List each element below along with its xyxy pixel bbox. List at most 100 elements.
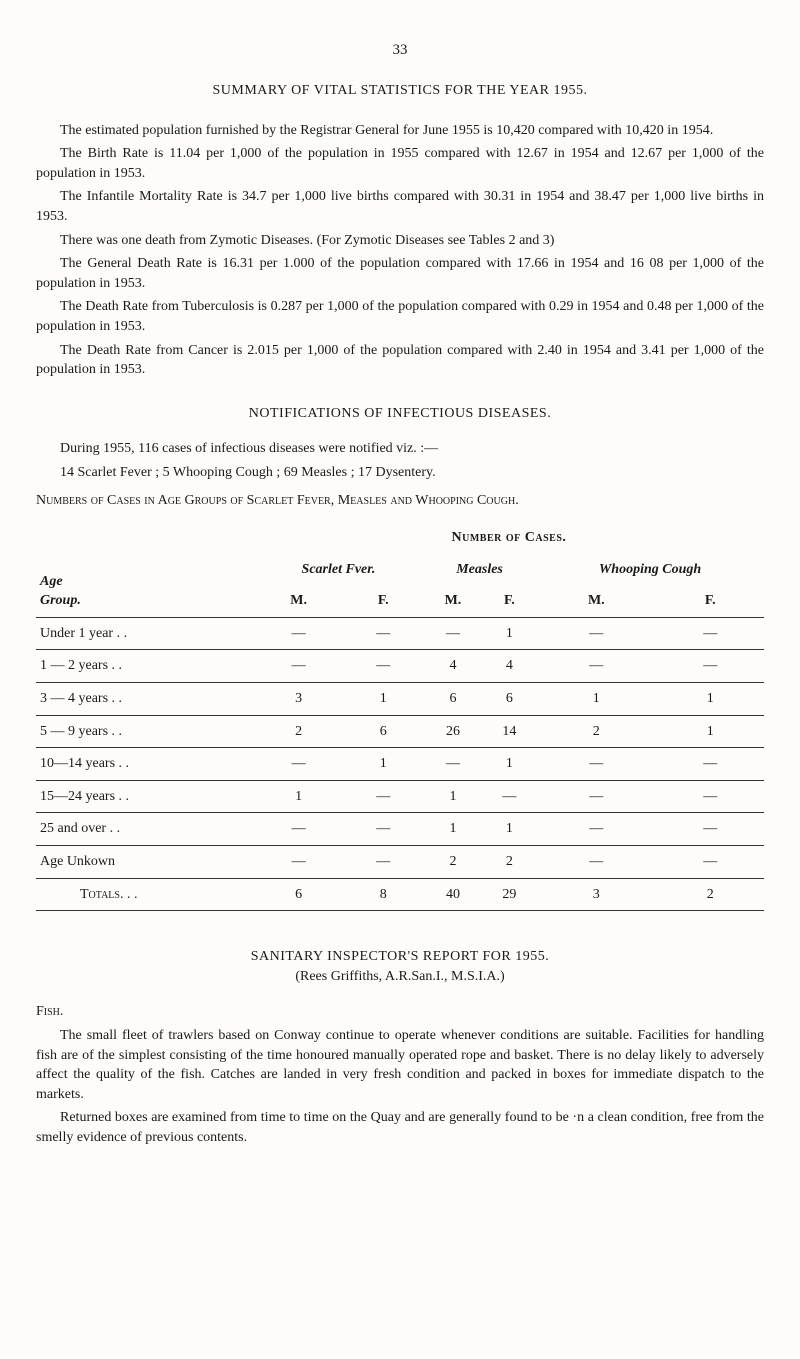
cell: 4: [423, 650, 483, 683]
cell: 26: [423, 715, 483, 748]
cell: —: [343, 846, 423, 879]
cell: —: [536, 617, 657, 650]
age-label: Age: [40, 572, 250, 592]
cell: 2: [536, 715, 657, 748]
colgroup-whooping: Whooping Cough: [536, 554, 764, 586]
totals-c2: 40: [423, 878, 483, 911]
cell: —: [536, 780, 657, 813]
fish-p1: The small fleet of trawlers based on Con…: [36, 1026, 764, 1104]
notifications-line1: During 1955, 116 cases of infectious dis…: [36, 439, 764, 459]
totals-label: Totals. . .: [36, 878, 254, 911]
cell: —: [343, 780, 423, 813]
cell: 1: [483, 617, 536, 650]
summary-p1: The estimated population furnished by th…: [36, 121, 764, 141]
totals-row: Totals. . . 6 8 40 29 3 2: [36, 878, 764, 911]
table-row: 25 and over . .——11——: [36, 813, 764, 846]
cell: —: [254, 748, 343, 781]
page-number: 33: [36, 40, 764, 61]
cell: 2: [423, 846, 483, 879]
cell: 6: [423, 683, 483, 716]
cell: —: [343, 617, 423, 650]
table-row: 1 — 2 years . .——44——: [36, 650, 764, 683]
subcol-2: M.: [423, 585, 483, 617]
totals-c4: 3: [536, 878, 657, 911]
super-header: Number of Cases.: [254, 522, 764, 554]
cell: 1: [423, 813, 483, 846]
fish-p2: Returned boxes are examined from time to…: [36, 1108, 764, 1147]
cell: —: [254, 813, 343, 846]
cell: 1: [483, 813, 536, 846]
cell: —: [657, 813, 764, 846]
summary-p4: There was one death from Zymotic Disease…: [36, 231, 764, 251]
totals-c5: 2: [657, 878, 764, 911]
subcol-5: F.: [657, 585, 764, 617]
cell: 1: [254, 780, 343, 813]
cell: —: [254, 650, 343, 683]
cell: 6: [343, 715, 423, 748]
summary-p3: The Infantile Mortality Rate is 34.7 per…: [36, 187, 764, 226]
summary-p2: The Birth Rate is 11.04 per 1,000 of the…: [36, 144, 764, 183]
cell: —: [536, 748, 657, 781]
row-label: 5 — 9 years . .: [36, 715, 254, 748]
summary-p6: The Death Rate from Tuberculosis is 0.28…: [36, 297, 764, 336]
cell: —: [657, 780, 764, 813]
cell: 1: [483, 748, 536, 781]
group-label: Group.: [40, 591, 250, 611]
sanitary-subtitle: (Rees Griffiths, A.R.San.I., M.S.I.A.): [36, 967, 764, 987]
cell: 1: [343, 683, 423, 716]
cell: —: [536, 650, 657, 683]
table-row: Age Unkown——22——: [36, 846, 764, 879]
cell: 1: [536, 683, 657, 716]
cell: 3: [254, 683, 343, 716]
sanitary-title: SANITARY INSPECTOR'S REPORT FOR 1955.: [36, 947, 764, 967]
row-label: Under 1 year . .: [36, 617, 254, 650]
totals-c0: 6: [254, 878, 343, 911]
summary-p7: The Death Rate from Cancer is 2.015 per …: [36, 341, 764, 380]
cell: —: [483, 780, 536, 813]
cell: 1: [343, 748, 423, 781]
cell: —: [657, 846, 764, 879]
cell: 2: [483, 846, 536, 879]
row-label: 25 and over . .: [36, 813, 254, 846]
row-label: 1 — 2 years . .: [36, 650, 254, 683]
row-label: Age Unkown: [36, 846, 254, 879]
cell: —: [657, 650, 764, 683]
cell: —: [423, 748, 483, 781]
subcol-0: M.: [254, 585, 343, 617]
cell: —: [343, 813, 423, 846]
cell: —: [657, 617, 764, 650]
cell: 6: [483, 683, 536, 716]
subcol-4: M.: [536, 585, 657, 617]
subcol-3: F.: [483, 585, 536, 617]
cell: 2: [254, 715, 343, 748]
cell: 14: [483, 715, 536, 748]
colgroup-measles: Measles: [423, 554, 536, 586]
notifications-line2: 14 Scarlet Fever ; 5 Whooping Cough ; 69…: [36, 463, 764, 483]
row-label: 15—24 years . .: [36, 780, 254, 813]
cell: —: [254, 846, 343, 879]
summary-p5: The General Death Rate is 16.31 per 1.00…: [36, 254, 764, 293]
totals-c1: 8: [343, 878, 423, 911]
cell: 1: [657, 683, 764, 716]
notifications-title: NOTIFICATIONS OF INFECTIOUS DISEASES.: [36, 404, 764, 424]
table-caption: Numbers of Cases in Age Groups of Scarle…: [36, 491, 764, 511]
cell: 4: [483, 650, 536, 683]
table-row: 10—14 years . .—1—1——: [36, 748, 764, 781]
cell: 1: [657, 715, 764, 748]
cell: —: [657, 748, 764, 781]
row-label: 3 — 4 years . .: [36, 683, 254, 716]
cases-table: Age Group. Number of Cases. Scarlet Fver…: [36, 522, 764, 911]
cell: —: [536, 813, 657, 846]
table-row: Under 1 year . .———1——: [36, 617, 764, 650]
table-row: 3 — 4 years . .316611: [36, 683, 764, 716]
fish-heading: Fish.: [36, 1002, 764, 1022]
row-label: 10—14 years . .: [36, 748, 254, 781]
cell: —: [536, 846, 657, 879]
cell: —: [423, 617, 483, 650]
table-row: 5 — 9 years . .26261421: [36, 715, 764, 748]
cell: 1: [423, 780, 483, 813]
cell: —: [254, 617, 343, 650]
cell: —: [343, 650, 423, 683]
table-row: 15—24 years . .1—1———: [36, 780, 764, 813]
summary-title: SUMMARY OF VITAL STATISTICS FOR THE YEAR…: [36, 81, 764, 101]
